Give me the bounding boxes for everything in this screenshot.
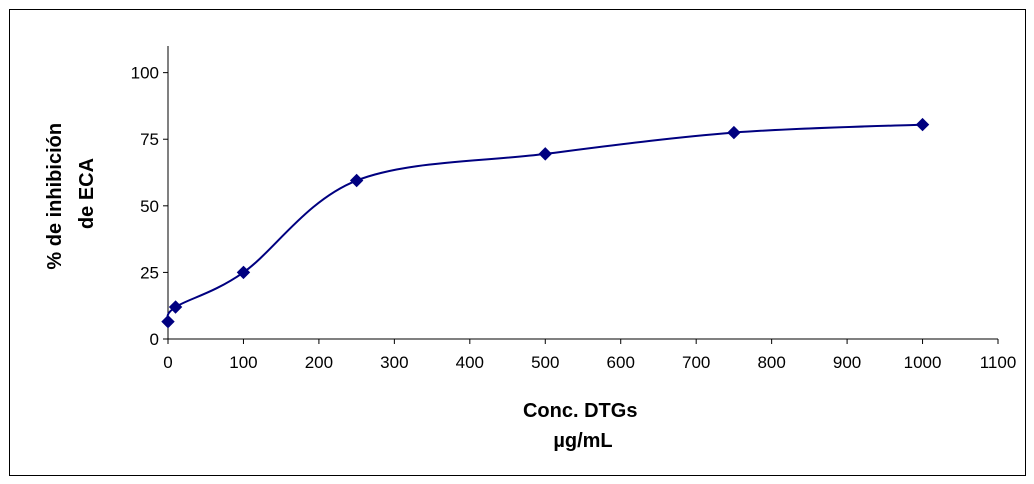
data-point-marker [236,265,251,280]
x-axis-title-line-1: Conc. DTGs [523,400,637,422]
x-axis-title: Conc. DTGs µg/mL [523,400,643,452]
data-point-marker [915,117,930,132]
x-tick-label: 1000 [904,353,942,372]
x-tick-label: 800 [757,353,785,372]
y-tick-label: 0 [150,330,159,349]
x-tick-label: 700 [682,353,710,372]
y-tick-label: 25 [140,263,159,282]
y-tick-label: 100 [131,64,159,83]
x-tick-label: 1100 [980,353,1017,372]
y-tick-label: 50 [140,197,159,216]
x-tick-label: 200 [305,353,333,372]
axis-titles: Conc. DTGs µg/mL % de inhibición de ECA [44,117,643,452]
y-axis-title-line-1: % de inhibición [44,123,66,270]
x-tick-label: 0 [163,353,172,372]
x-axis-title-line-2: µg/mL [553,430,612,452]
chart-frame [9,9,1026,476]
x-tick-label: 600 [607,353,635,372]
x-tick-label: 400 [456,353,484,372]
y-axis-title-line-2: de ECA [76,158,98,229]
data-point-marker [538,147,552,161]
series-layer [161,117,930,329]
x-tick-label: 500 [531,353,559,372]
y-axis: 0 25 50 75 100 [131,46,169,349]
data-point-marker [727,125,741,140]
x-axis: 0 100 200 300 400 500 600 700 800 900 1000 1100 [163,338,1017,372]
data-point-marker [168,300,183,314]
x-tick-label: 900 [833,353,861,372]
x-tick-label: 300 [380,353,408,372]
series-line [166,123,923,323]
x-tick-label: 100 [229,353,257,372]
y-tick-label: 75 [140,130,159,149]
y-axis-title: % de inhibición de ECA [44,117,98,269]
data-point-marker [161,314,175,329]
data-point-marker [349,173,364,188]
